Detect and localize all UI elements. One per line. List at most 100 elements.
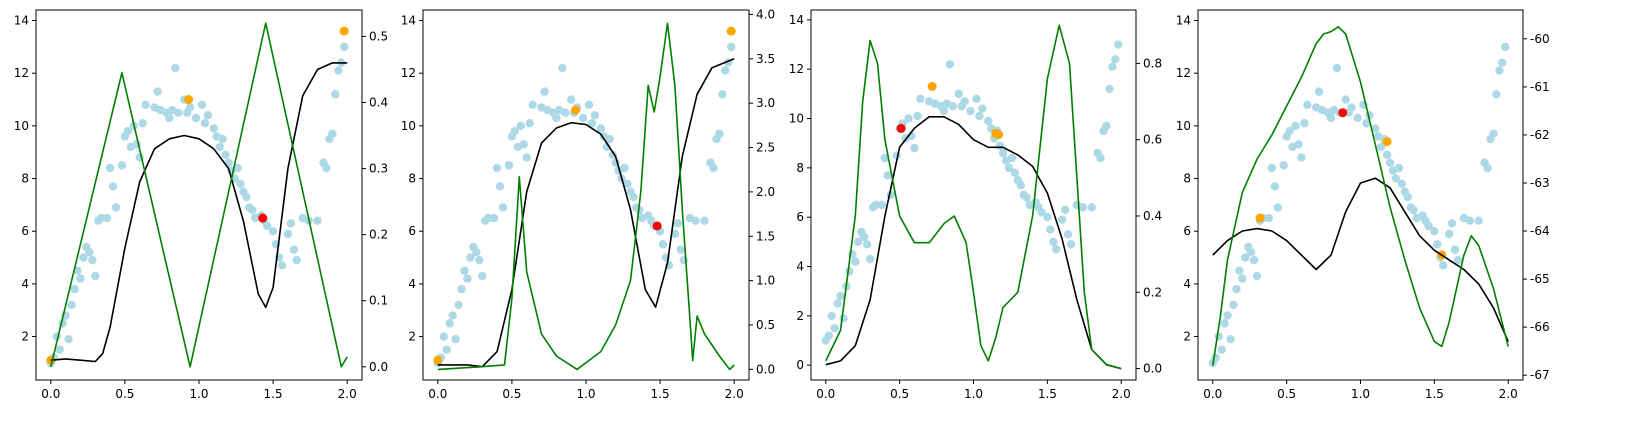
- scatter-point: [91, 271, 100, 281]
- x-tick-label: 1.5: [651, 387, 670, 401]
- scatter-point: [578, 113, 588, 123]
- scatter-point: [73, 266, 82, 275]
- scatter-point: [1046, 225, 1055, 234]
- scatter-point: [454, 300, 463, 310]
- y2-tick-label: -61: [1530, 80, 1550, 94]
- scatter-point: [233, 163, 242, 173]
- y2-tick-label: 0.6: [1143, 133, 1162, 147]
- scatter-point: [1297, 153, 1306, 162]
- green-curve: [50, 22, 348, 368]
- y2-tick-label: -67: [1530, 368, 1550, 382]
- scatter-point: [197, 100, 207, 110]
- scatter-point: [153, 87, 162, 96]
- scatter-point: [954, 89, 963, 99]
- scatter-point: [1060, 205, 1070, 214]
- scatter-point: [117, 161, 127, 170]
- scatter-point: [883, 171, 893, 180]
- scatter-point: [1341, 95, 1350, 104]
- scatter-point: [1300, 119, 1309, 128]
- y2-tick-label: -64: [1530, 224, 1550, 238]
- scatter-point: [1010, 168, 1020, 177]
- scatter-point: [833, 299, 842, 308]
- scatter-point: [1252, 271, 1262, 281]
- axes-frame: [1197, 9, 1524, 381]
- x-tick-label: 1.5: [1038, 387, 1057, 401]
- x-tick-label: 2.0: [338, 387, 357, 401]
- scatter-point: [460, 266, 469, 275]
- x-tick-label: 1.0: [1351, 387, 1370, 401]
- scatter-point: [1376, 142, 1386, 152]
- y-tick-label: 8: [796, 161, 804, 175]
- scatter-point: [442, 345, 451, 354]
- y-tick-label: 10: [401, 119, 416, 133]
- scatter-point: [328, 129, 337, 138]
- scatter-point: [859, 232, 869, 242]
- scatter-point: [1114, 40, 1123, 49]
- scatter-point: [587, 119, 597, 128]
- scatter-point: [727, 42, 736, 52]
- scatter-point: [76, 274, 85, 283]
- scatter-point: [960, 97, 969, 106]
- scatter-point: [590, 111, 600, 120]
- scatter-point: [584, 100, 594, 110]
- x-tick-label: 0.5: [115, 387, 134, 401]
- y2-tick-label: -60: [1530, 32, 1550, 46]
- y2-tick-label: 1.5: [756, 229, 775, 243]
- scatter-point: [1433, 240, 1442, 249]
- y-tick-label: 2: [408, 330, 416, 344]
- y2-tick-label: 0.5: [369, 29, 388, 43]
- scatter-point: [1022, 193, 1031, 202]
- scatter-point: [995, 141, 1005, 150]
- highlight-point-red: [896, 123, 906, 133]
- y-tick-label: 6: [1183, 224, 1191, 238]
- scatter-point: [1495, 66, 1504, 75]
- y-tick-label: 6: [408, 224, 416, 238]
- scatter-point: [289, 245, 299, 254]
- scatter-point: [215, 142, 224, 152]
- scatter-point: [1229, 300, 1238, 310]
- scatter-point: [445, 319, 454, 328]
- x-tick-label: 0.5: [890, 387, 909, 401]
- scatter-point: [97, 213, 106, 223]
- scatter-point: [824, 331, 833, 340]
- scatter-point: [552, 113, 561, 123]
- scatter-point: [1353, 113, 1362, 123]
- scatter-point: [475, 255, 484, 265]
- scatter-point: [1362, 119, 1371, 128]
- y-tick-label: 0: [796, 358, 804, 372]
- y-tick-label: 2: [1183, 330, 1191, 344]
- scatter-point: [70, 284, 79, 294]
- scatter-point: [608, 150, 617, 160]
- scatter-point: [1285, 126, 1294, 136]
- highlight-point-orange: [927, 81, 937, 91]
- scatter-point: [566, 95, 576, 104]
- scatter-point: [171, 63, 180, 73]
- y2-tick-label: 0.0: [756, 362, 775, 376]
- scatter-point: [1232, 284, 1241, 294]
- chart-panel-1: 0.0 0.5 1.0 1.5 2.0 2 4 6 8 10 12 14 0.0 0.1 0.2 0.3 0.4…: [14, 9, 388, 401]
- scatter-point: [498, 203, 508, 212]
- scatter-point: [670, 229, 680, 239]
- y2-tick-label: 0.0: [369, 360, 388, 374]
- scatter-point: [945, 60, 955, 69]
- y2-tick-label: 0.2: [369, 228, 388, 242]
- scatter-point: [1066, 240, 1076, 249]
- scatter-point: [466, 253, 475, 262]
- scatter-point: [1483, 163, 1492, 173]
- y2-tick-label: 4.0: [756, 7, 775, 21]
- scatter-point: [1049, 237, 1058, 247]
- scatter-point: [1279, 161, 1288, 170]
- scatter-point: [1096, 153, 1105, 163]
- scatter-point: [1057, 215, 1067, 224]
- x-tick-label: 2.0: [1499, 387, 1518, 401]
- scatter-point: [138, 119, 147, 128]
- scatter-point: [185, 103, 195, 112]
- scatter-point: [504, 161, 514, 170]
- y2-tick-label: -62: [1530, 128, 1550, 142]
- scatter-point: [721, 66, 730, 75]
- scatter-point: [1450, 245, 1460, 254]
- scatter-point: [1238, 274, 1247, 283]
- scatter-point: [1397, 179, 1407, 189]
- scatter-point: [845, 267, 854, 276]
